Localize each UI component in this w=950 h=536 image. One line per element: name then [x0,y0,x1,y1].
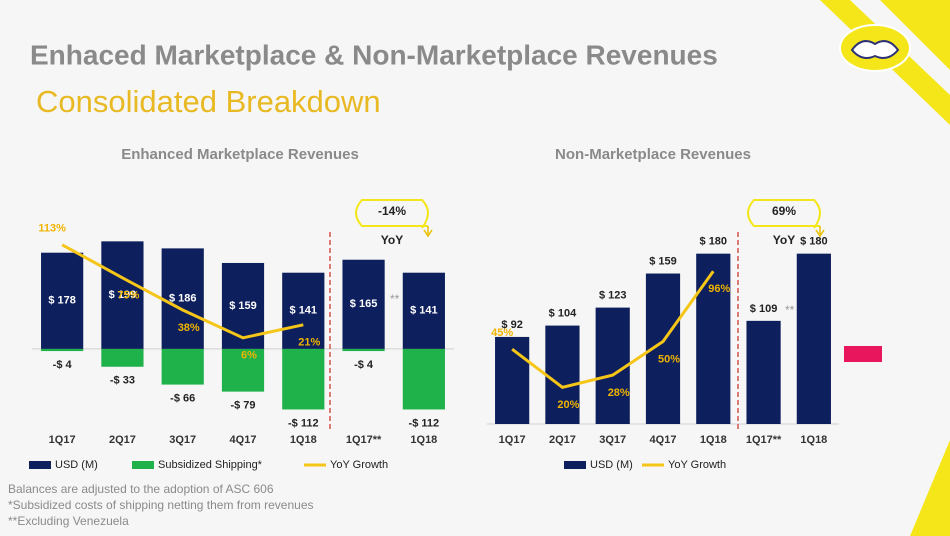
annotation: 69% [772,204,796,218]
value-label: -$ 112 [288,417,319,429]
legend-label: YoY Growth [668,459,726,471]
bar [282,272,325,349]
value-label: -$ 112 [409,417,440,429]
bar [221,348,265,392]
growth-label: 38% [178,322,200,334]
value-label: -$ 4 [53,359,73,371]
slide-title: Enhaced Marketplace & Non-Marketplace Re… [30,39,718,70]
x-tick-label: 2Q17 [109,434,136,446]
bar [545,325,580,424]
annotation: ** [785,303,795,317]
value-label: $ 141 [410,305,438,317]
annotation-arrowhead [815,226,825,238]
annotation-arrowhead [423,226,433,238]
bar [41,348,84,352]
value-label: -$ 4 [354,359,374,371]
bar [342,259,385,349]
annotation: YoY [381,233,403,247]
corner-stripe [880,0,950,70]
value-label: $ 159 [649,255,677,267]
growth-label: 21% [298,337,320,349]
growth-label: 75% [117,290,139,302]
legend-swatch [29,461,51,469]
footnote: *Subsidized costs of shipping netting th… [8,498,314,512]
x-tick-label: 1Q17 [499,434,526,446]
annotation-arrow [355,199,429,229]
value-label: $ 180 [700,236,728,248]
bar [402,272,445,349]
value-label: $ 104 [549,307,577,319]
annotation: YoY [773,233,795,247]
growth-label: 28% [608,387,630,399]
logo-handshake [850,40,900,59]
x-tick-label: 4Q17 [230,434,257,446]
x-tick-label: 1Q18 [700,434,727,446]
growth-label: 96% [708,283,730,295]
bar [495,336,530,424]
growth-line [511,270,715,389]
legend-label: Subsidized Shipping* [158,459,263,471]
bottom-stripe [910,440,950,536]
value-label: $ 109 [750,303,778,315]
x-tick-label: 1Q17** [746,434,782,446]
growth-label: 6% [241,350,257,362]
x-tick-label: 3Q17 [169,434,196,446]
value-label: -$ 66 [170,393,195,405]
slide-subtitle: Consolidated Breakdown [36,84,381,119]
legend-label: USD (M) [55,459,98,471]
chart-title: Non-Marketplace Revenues [555,146,751,163]
bar [101,348,144,367]
growth-line [61,243,304,340]
value-label: $ 186 [169,293,197,305]
annotation: -14% [378,204,406,218]
bar [402,348,445,410]
value-label: $ 199 [109,289,137,301]
x-tick-label: 1Q17** [346,434,382,446]
value-label: $ 159 [229,300,257,312]
x-tick-label: 1Q17 [49,434,76,446]
value-label: $ 123 [599,290,627,302]
x-tick-label: 4Q17 [650,434,677,446]
annotation-arrow [747,199,821,229]
bar [696,253,731,424]
bar [41,252,84,349]
legend-swatch [132,461,154,469]
value-label: $ 180 [800,236,828,248]
x-tick-label: 3Q17 [599,434,626,446]
footnote: **Excluding Venezuela [8,514,129,528]
bar [796,253,831,424]
pink-accent [844,346,882,362]
bar [161,348,204,385]
footnote: Balances are adjusted to the adoption of… [8,482,274,496]
value-label: $ 92 [501,319,522,331]
growth-label: 113% [38,223,66,235]
value-label: -$ 79 [230,400,255,412]
growth-label: 50% [658,353,680,365]
growth-label: 45% [491,327,513,339]
bar [342,348,385,352]
bar [746,320,781,424]
chart-title: Enhanced Marketplace Revenues [121,146,359,163]
x-tick-label: 1Q18 [290,434,317,446]
legend-swatch [564,461,586,469]
bar [101,241,144,349]
value-label: $ 165 [350,298,378,310]
x-tick-label: 2Q17 [549,434,576,446]
x-tick-label: 1Q18 [410,434,437,446]
annotation: ** [390,292,400,306]
bar [282,348,325,410]
growth-label: 20% [557,399,579,411]
legend-label: USD (M) [590,459,633,471]
value-label: -$ 33 [110,375,135,387]
x-tick-label: 1Q18 [800,434,827,446]
value-label: $ 141 [290,305,318,317]
bar [161,248,204,349]
value-label: $ 178 [48,295,76,307]
legend-label: YoY Growth [330,459,388,471]
